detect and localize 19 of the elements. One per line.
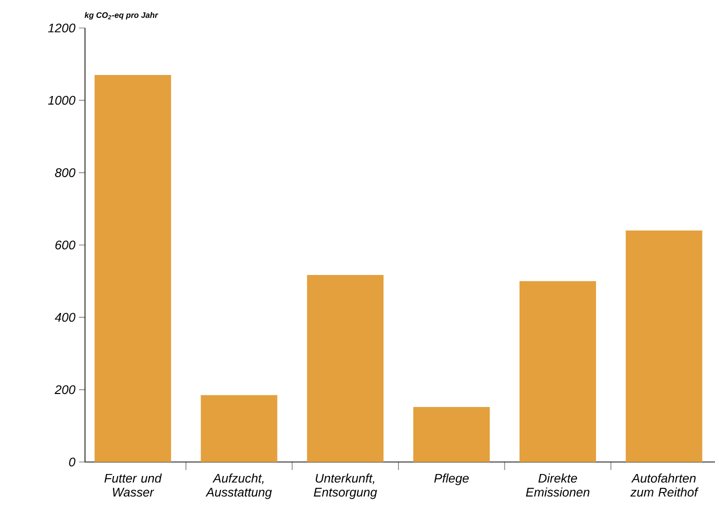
y-tick-label: 200: [54, 385, 76, 394]
bar: [520, 281, 596, 462]
x-tick-label: Pflege: [434, 474, 469, 486]
y-tick-label: 800: [55, 168, 76, 178]
bar: [626, 230, 702, 462]
x-tick-label: Autofahrten zum Reithof: [630, 474, 699, 497]
y-tick-label: 400: [54, 312, 76, 322]
x-tick-label: Futter und Wasser: [104, 474, 162, 497]
x-tick-label: Direkte Emissionen: [526, 474, 590, 497]
x-tick-label: Unterkunft, Entsorgung: [314, 474, 378, 500]
y-tick-label: 1000: [48, 96, 76, 105]
y-tick-label: 600: [55, 240, 76, 250]
x-tick-label: Aufzucht, Ausstattung: [206, 474, 272, 500]
bar: [413, 407, 490, 462]
bar: [200, 395, 278, 462]
bar: [94, 75, 172, 462]
bar: [307, 275, 384, 462]
y-tick-label: 1200: [48, 24, 76, 32]
y-tick-label: 0: [69, 458, 76, 466]
